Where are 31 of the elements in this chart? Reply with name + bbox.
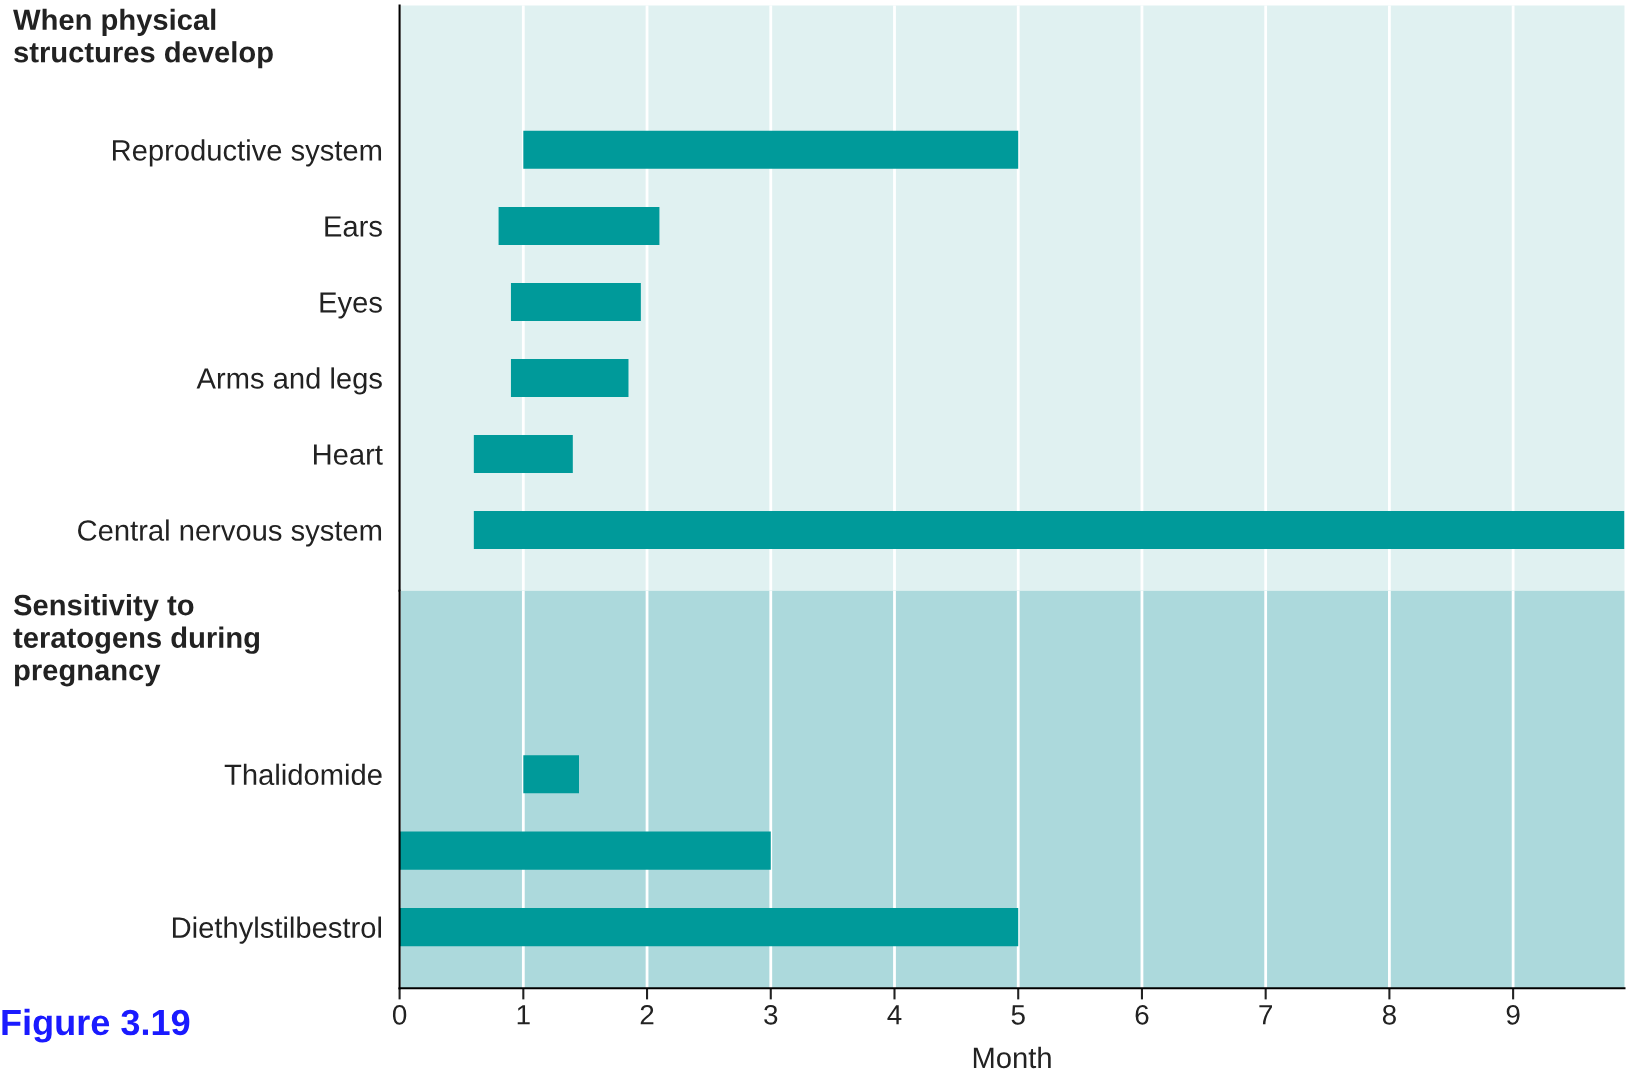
x-tick-label: 6 — [1135, 1004, 1149, 1025]
x-tick-label: 2 — [640, 1004, 654, 1025]
y-tick-label: Heart — [314, 444, 383, 465]
y-tick-label: Arms and legs — [196, 367, 382, 395]
bar — [510, 282, 641, 321]
y-tick-label: Thalidomide — [224, 763, 382, 786]
x-tick-label: 3 — [764, 1004, 778, 1025]
bar — [473, 434, 573, 473]
x-tick-label: 4 — [887, 1005, 902, 1025]
x-tick-label: 9 — [1506, 1004, 1520, 1025]
bar — [399, 831, 771, 870]
x-axis-title: Month — [973, 1046, 1051, 1069]
bar — [523, 130, 1019, 169]
bar — [399, 908, 1019, 947]
text: Sensitivity to teratogens during pregnancy — [13, 594, 260, 687]
text: When physical structures develop — [13, 8, 273, 69]
x-tick-label: 5 — [1011, 1005, 1025, 1025]
bar — [523, 755, 579, 794]
y-tick-label: Eyes — [320, 292, 382, 319]
bar — [510, 358, 629, 397]
x-tick-label: 1 — [517, 1005, 530, 1025]
x-tick-label: 0 — [392, 1004, 407, 1025]
y-tick-label: Central nervous system — [78, 519, 382, 547]
bar — [473, 510, 1625, 549]
y-tick-label: Ears — [325, 216, 382, 237]
y-tick-label: Diethylstilbestrol — [172, 916, 381, 944]
x-tick-label: 7 — [1259, 1005, 1272, 1025]
y-tick-label: Reproductive system — [113, 139, 382, 167]
caption: Figure 3.19 — [2, 1008, 190, 1043]
x-tick-label: 8 — [1382, 1004, 1396, 1025]
bar — [498, 206, 660, 245]
